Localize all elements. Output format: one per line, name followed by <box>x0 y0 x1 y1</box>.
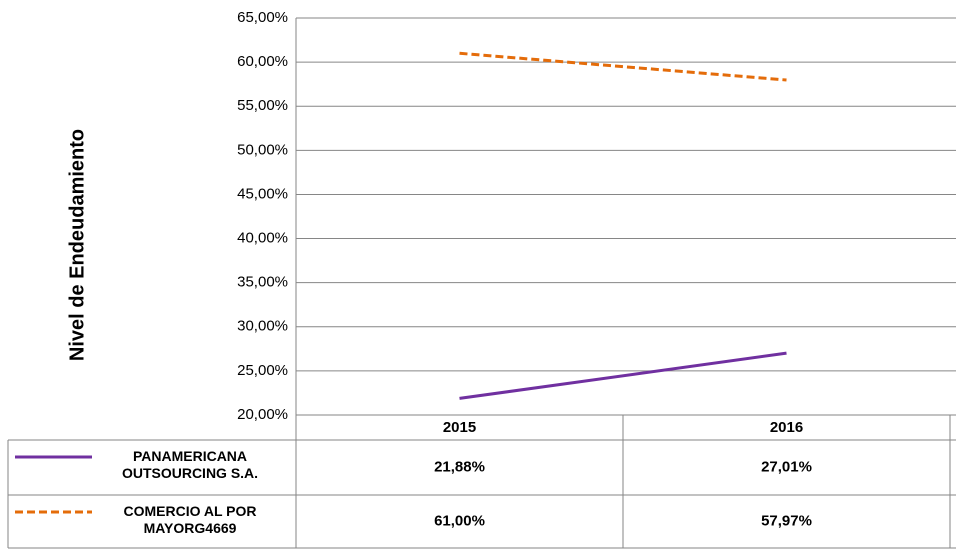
y-tick-label: 55,00% <box>237 97 288 114</box>
y-tick-label: 65,00% <box>237 9 288 26</box>
series-line <box>459 51 787 82</box>
y-tick-label: 60,00% <box>237 53 288 70</box>
y-tick-label: 40,00% <box>237 230 288 247</box>
y-axis-label: Nivel de Endeudamiento <box>66 129 88 361</box>
table-value: 61,00% <box>434 512 485 529</box>
y-tick-label: 35,00% <box>237 274 288 291</box>
y-tick-label: 25,00% <box>237 362 288 379</box>
y-tick-label: 30,00% <box>237 318 288 335</box>
table-value: 21,88% <box>434 458 485 475</box>
y-tick-label: 20,00% <box>237 406 288 423</box>
table-value: 27,01% <box>761 458 812 475</box>
x-tick-label: 2015 <box>443 419 476 436</box>
table-value: 57,97% <box>761 512 812 529</box>
y-tick-label: 50,00% <box>237 141 288 158</box>
x-tick-label: 2016 <box>770 419 803 436</box>
legend-label: COMERCIO AL POR MAYORG4669 <box>123 503 257 536</box>
y-tick-label: 45,00% <box>237 185 288 202</box>
series-line <box>459 351 787 400</box>
legend-label: PANAMERICANA OUTSOURCING S.A. <box>121 448 259 481</box>
